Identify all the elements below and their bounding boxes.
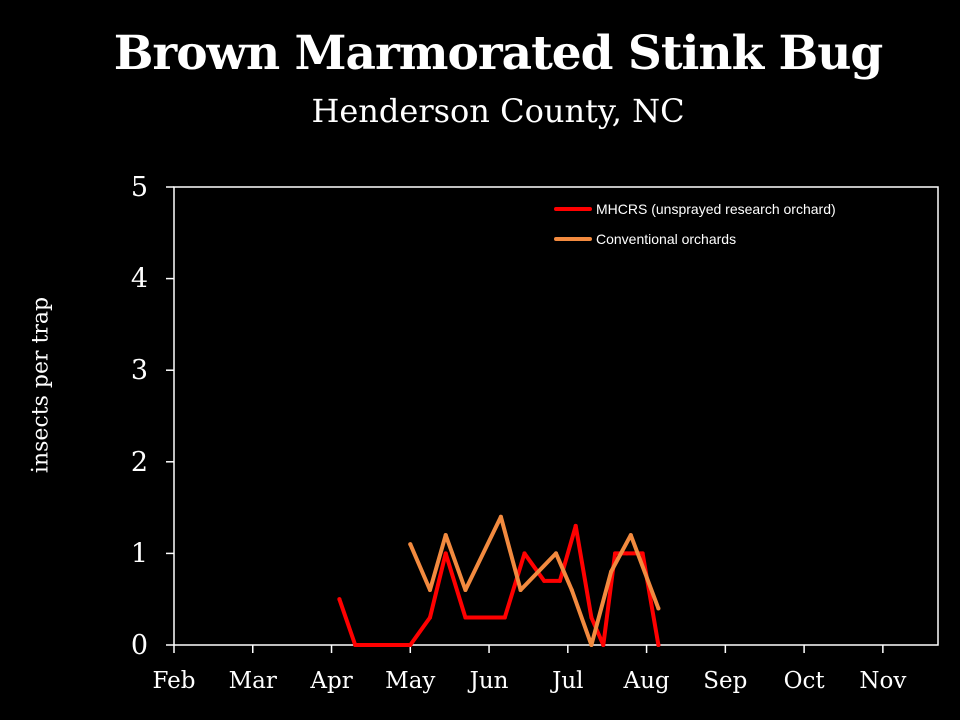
data-point (427, 588, 432, 593)
x-tick-label: Nov (859, 668, 906, 694)
data-point (502, 615, 507, 620)
data-point (569, 588, 574, 593)
data-point (427, 615, 432, 620)
data-point (601, 643, 606, 647)
x-tick-label: Jun (468, 668, 509, 694)
data-point (542, 578, 547, 583)
data-point (624, 551, 629, 556)
data-point (337, 597, 342, 602)
data-point (443, 533, 448, 538)
data-point (589, 615, 594, 620)
data-point (353, 643, 358, 647)
legend-label: Conventional orchards (596, 231, 736, 247)
y-tick-label: 2 (131, 447, 148, 478)
data-point (498, 514, 503, 519)
data-point (573, 523, 578, 528)
y-tick-label: 1 (131, 538, 148, 569)
data-point (483, 615, 488, 620)
data-point (628, 533, 633, 538)
x-tick-label: Sep (703, 668, 747, 694)
data-point (557, 578, 562, 583)
series-line-2 (408, 514, 661, 647)
x-tick-label: Jul (550, 668, 583, 694)
data-point (518, 588, 523, 593)
plot-area-frame (173, 186, 939, 646)
legend-label: MHCRS (unsprayed research orchard) (596, 201, 836, 217)
data-point (589, 643, 594, 647)
data-point (408, 542, 413, 547)
data-point (640, 551, 645, 556)
y-tick-label: 3 (131, 355, 148, 386)
data-point (408, 643, 413, 647)
data-point (522, 551, 527, 556)
y-tick-label: 5 (131, 172, 148, 203)
x-tick-label: Apr (309, 668, 352, 694)
data-point (609, 569, 614, 574)
x-tick-label: Oct (784, 668, 826, 694)
x-tick-label: Aug (622, 668, 669, 694)
data-point (554, 551, 558, 556)
chart-subtitle: Henderson County, NC (311, 92, 685, 130)
y-tick-label: 0 (131, 630, 148, 661)
data-point (463, 615, 468, 620)
chart-title: Brown Marmorated Stink Bug (113, 26, 884, 81)
x-tick-label: Mar (229, 668, 277, 694)
data-point (443, 551, 448, 556)
series-line-1 (337, 523, 661, 647)
data-point (613, 551, 618, 556)
data-point (656, 606, 661, 611)
x-tick-label: Feb (152, 668, 195, 694)
data-point (463, 588, 468, 593)
y-tick-label: 4 (131, 264, 148, 295)
data-point (392, 643, 397, 647)
x-tick-label: May (385, 668, 435, 694)
data-point (656, 643, 661, 647)
